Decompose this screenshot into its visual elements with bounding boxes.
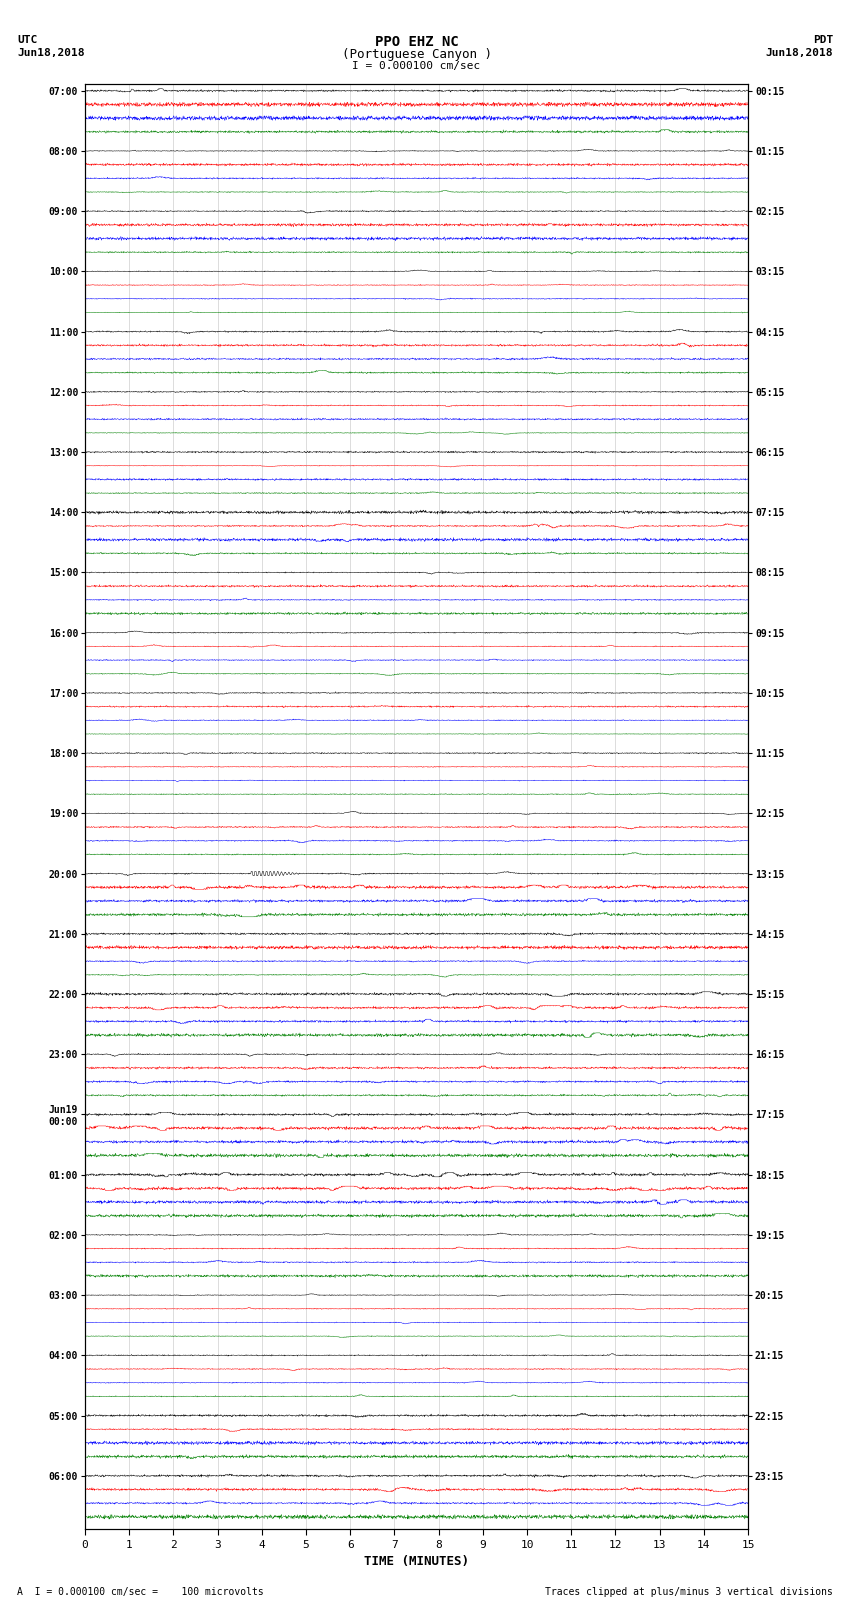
X-axis label: TIME (MINUTES): TIME (MINUTES) [364, 1555, 469, 1568]
Text: Jun18,2018: Jun18,2018 [17, 48, 84, 58]
Text: Traces clipped at plus/minus 3 vertical divisions: Traces clipped at plus/minus 3 vertical … [545, 1587, 833, 1597]
Text: A  I = 0.000100 cm/sec =    100 microvolts: A I = 0.000100 cm/sec = 100 microvolts [17, 1587, 264, 1597]
Text: UTC: UTC [17, 35, 37, 45]
Text: Jun18,2018: Jun18,2018 [766, 48, 833, 58]
Text: PDT: PDT [813, 35, 833, 45]
Text: I = 0.000100 cm/sec: I = 0.000100 cm/sec [353, 61, 480, 71]
Text: PPO EHZ NC: PPO EHZ NC [375, 35, 458, 50]
Text: (Portuguese Canyon ): (Portuguese Canyon ) [342, 48, 491, 61]
